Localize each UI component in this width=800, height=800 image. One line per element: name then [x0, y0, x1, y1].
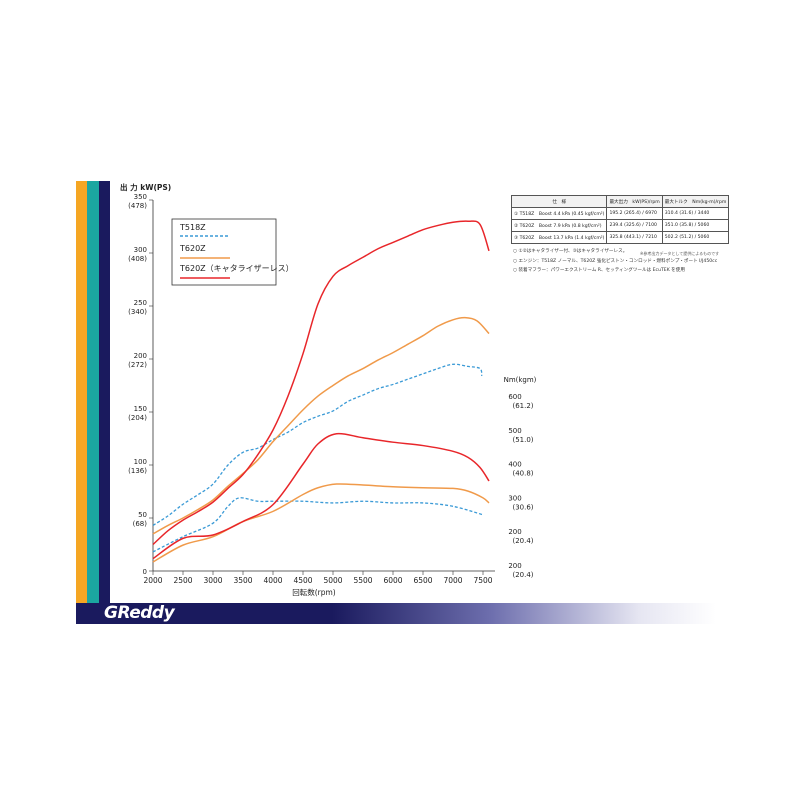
series-power-t620z-catless: [152, 220, 490, 546]
y-tick-label-right-kgm: (20.4): [512, 571, 533, 579]
stripe-navy: [99, 181, 110, 624]
y-tick-label-right: 500: [508, 427, 521, 435]
series-torque-t620z: [152, 483, 490, 563]
notes: ○ ①②はキャタライザー付、③はキャタライザーレス。 ○ エンジン：T518Z …: [513, 247, 728, 276]
y-tick-label: 100: [134, 458, 147, 466]
y-tick-label-right: 400: [508, 461, 521, 469]
spec-header-row: 仕 様 最大出力 kW(PS)/rpm 最大トルク Nm(kg-m)/rpm: [510, 195, 730, 208]
greddy-logo: GReddy: [104, 603, 175, 623]
y-tick-label-right-kgm: (61.2): [512, 402, 533, 410]
y-tick-label-ps: (204): [128, 414, 147, 422]
reference-note: ※参考出力データとして提供によるものです: [640, 251, 720, 256]
legend-box: [171, 218, 277, 286]
legend-label: T620Z: [179, 244, 206, 253]
spec-header-spec: 仕 様: [510, 195, 608, 208]
y-tick-label: 200: [134, 352, 147, 360]
y-tick-label-right: 200: [508, 562, 521, 570]
x-tick-label: 7000: [443, 576, 462, 585]
x-tick-label: 2000: [143, 576, 162, 585]
y-axis-title-right: Nm(kgm): [504, 376, 537, 384]
spec-row: ① T518Z Boost 4.4 kPa (0.45 kgf/cm²) 195…: [510, 207, 730, 220]
x-tick-label: 7500: [473, 576, 492, 585]
note-line: ○ エンジン：T518Z ノーマル、T620Z 強化ピストン・コンロッド・燃料ポ…: [513, 258, 718, 264]
y-tick-label: 300: [134, 246, 147, 254]
x-tick-label: 4000: [263, 576, 282, 585]
legend-label: T620Z（キャタライザーレス）: [179, 264, 294, 273]
spec-cell: 195.2 (265.4) / 6970: [606, 207, 663, 220]
y-tick-label: 250: [134, 299, 147, 307]
x-tick-label: 3000: [203, 576, 222, 585]
x-tick-label: 3500: [233, 576, 252, 585]
x-tick-label: 4500: [293, 576, 312, 585]
spec-table: 仕 様 最大出力 kW(PS)/rpm 最大トルク Nm(kg-m)/rpm ①…: [510, 195, 730, 244]
spec-cell: ③ T620Z Boost 13.7 kPa (1.4 kgf/cm²): [510, 231, 608, 244]
spec-cell: ① T518Z Boost 4.4 kPa (0.45 kgf/cm²): [510, 207, 608, 220]
x-tick-label: 6000: [383, 576, 402, 585]
spec-row: ② T620Z Boost 7.9 kPa (0.8 kgf/cm²) 239.…: [510, 219, 730, 232]
x-tick-label: 5000: [323, 576, 342, 585]
spec-row: ③ T620Z Boost 13.7 kPa (1.4 kgf/cm²) 325…: [510, 231, 730, 244]
y-tick-label-right: 600: [508, 393, 521, 401]
chart-series: [152, 220, 490, 563]
chart-legend: T518Z T620Z T620Z（キャタライザーレス）: [171, 218, 294, 286]
spec-cell: 325.8 (443.1) / 7210: [606, 231, 663, 244]
y-axis-title-left: 出 力 kW(PS): [120, 182, 171, 192]
y-tick-label-right-kgm: (51.0): [512, 436, 533, 444]
x-tick-label: 2500: [173, 576, 192, 585]
series-torque-t518z: [152, 497, 484, 553]
note-line: ○ ①②はキャタライザー付、③はキャタライザーレス。: [513, 249, 628, 254]
stripe-orange: [76, 181, 87, 624]
y-tick-label: 150: [134, 405, 147, 413]
y-tick-label: 350: [134, 193, 147, 201]
y-tick-label-right-kgm: (30.6): [512, 503, 533, 511]
spec-cell: 502.2 (51.2) / 5060: [661, 231, 730, 244]
series-power-t518z: [152, 363, 483, 526]
y-tick-label-right: 200: [508, 528, 521, 536]
series-torque-t620z-catless: [152, 432, 490, 560]
y-tick-label-right: 300: [508, 494, 521, 502]
spec-cell: 239.4 (325.6) / 7100: [606, 219, 663, 232]
x-tick-label: 5500: [353, 576, 372, 585]
y-tick-label-right-kgm: (40.8): [512, 470, 533, 478]
legend-label: T518Z: [179, 223, 206, 232]
y-tick-label-ps: (478): [128, 202, 147, 210]
y-tick-label: 50: [138, 511, 147, 519]
y-tick-label-ps: (272): [128, 361, 147, 369]
note-line: ○ 装着マフラー：パワーエクストリーム R、セッティングツールは EcuTEK …: [513, 268, 685, 273]
series-power-t620z: [152, 316, 490, 535]
y-tick-label-right-kgm: (20.4): [512, 537, 533, 545]
spec-cell: 351.0 (35.8) / 5060: [661, 219, 730, 232]
y-tick-label-ps: (408): [128, 255, 147, 263]
spec-cell: 310.4 (31.6) / 3440: [661, 207, 730, 220]
chart-labels: 2000 2500 3000 3500 4000 4500 5000 5500 6000 6500…: [120, 182, 537, 597]
y-tick-label-ps: (68): [133, 520, 148, 528]
y-tick-label-ps: (340): [128, 308, 147, 316]
y-tick-label: 0: [143, 568, 147, 576]
spec-header-torque: 最大トルク Nm(kg-m)/rpm: [661, 195, 730, 208]
spec-cell: ② T620Z Boost 7.9 kPa (0.8 kgf/cm²): [510, 219, 608, 232]
chart-axes: [149, 199, 495, 575]
x-tick-label: 6500: [413, 576, 432, 585]
y-tick-label-ps: (136): [128, 467, 147, 475]
spec-header-power: 最大出力 kW(PS)/rpm: [606, 195, 663, 208]
brand-bar: [76, 603, 716, 624]
side-stripes: [76, 181, 110, 624]
stripe-teal: [87, 181, 99, 624]
x-axis-title: 回転数(rpm): [292, 587, 336, 597]
